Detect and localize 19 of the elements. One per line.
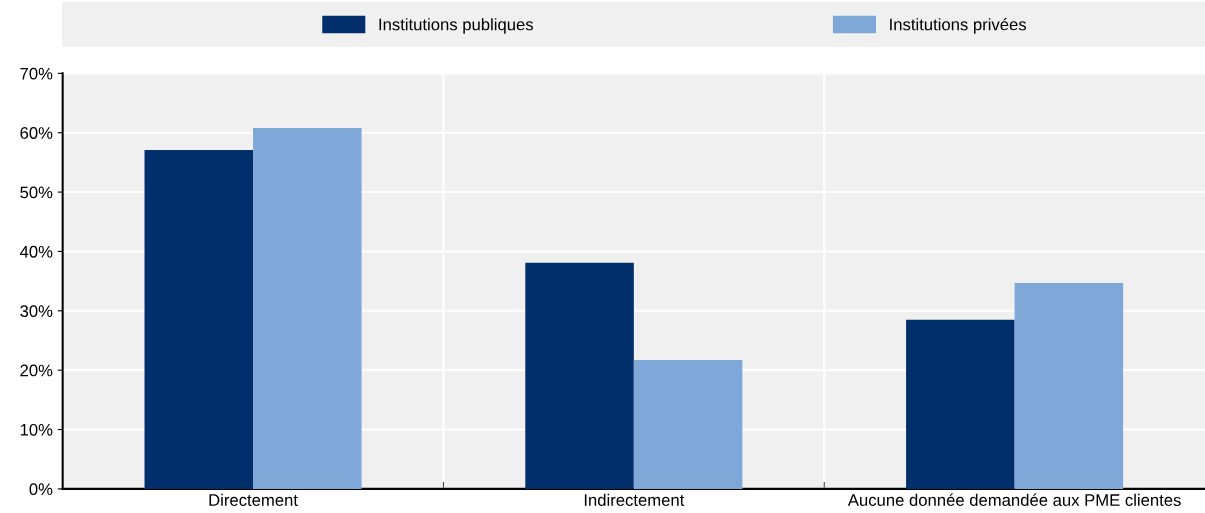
y-tick-label: 30% [20, 305, 53, 318]
y-tick-label: 70% [20, 67, 53, 80]
bar [633, 360, 743, 489]
y-tick-label: 60% [20, 127, 53, 139]
legend-label: Institutions privées [890, 17, 1027, 34]
x-tick-label: Directement [209, 493, 298, 506]
bar [144, 149, 254, 489]
x-tick-label: Aucune donnée demandée aux PME clientes [847, 493, 1181, 506]
bar [1014, 282, 1124, 489]
y-tick-label: 10% [20, 423, 53, 436]
y-tick-label: 20% [20, 364, 53, 377]
bar [253, 127, 362, 489]
bar [906, 319, 1015, 489]
legend-label: Institutions publiques [379, 18, 534, 34]
y-tick-label: 0% [29, 483, 53, 496]
x-tick-label: Indirectement [584, 493, 685, 506]
y-tick-label: 50% [20, 186, 53, 199]
y-tick-label: 40% [19, 245, 53, 258]
bar [525, 262, 634, 489]
